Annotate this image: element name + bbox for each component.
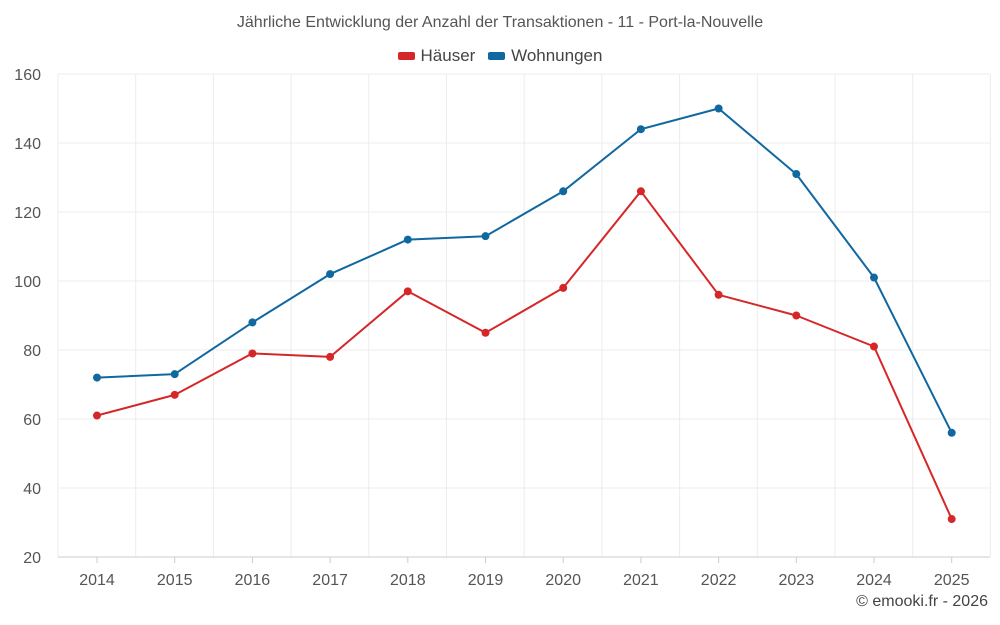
data-point-wohnungen-2023 bbox=[792, 170, 801, 179]
x-tick-label-2020: 2020 bbox=[545, 572, 581, 589]
y-tick-label-120: 120 bbox=[14, 205, 41, 222]
x-tick-label-2019: 2019 bbox=[468, 572, 504, 589]
x-tick-label-2015: 2015 bbox=[157, 572, 193, 589]
x-tick-label-2016: 2016 bbox=[235, 572, 271, 589]
data-point-haeuser-2021 bbox=[636, 187, 645, 196]
data-point-haeuser-2016 bbox=[248, 349, 257, 358]
y-tick-label-140: 140 bbox=[14, 136, 41, 153]
x-tick-label-2023: 2023 bbox=[779, 572, 815, 589]
data-point-wohnungen-2018 bbox=[403, 235, 412, 244]
y-tick-label-100: 100 bbox=[14, 274, 41, 291]
data-point-wohnungen-2025 bbox=[947, 428, 956, 437]
data-point-wohnungen-2014 bbox=[93, 373, 101, 382]
data-point-haeuser-2023 bbox=[792, 311, 801, 320]
x-tick-label-2021: 2021 bbox=[623, 572, 659, 589]
x-tick-label-2025: 2025 bbox=[934, 572, 970, 589]
data-point-wohnungen-2015 bbox=[170, 370, 179, 379]
legend-item-haeuser[interactable]: Häuser bbox=[397, 46, 476, 66]
data-point-wohnungen-2021 bbox=[636, 125, 645, 134]
data-point-haeuser-2024 bbox=[870, 342, 878, 351]
y-tick-label-20: 20 bbox=[23, 550, 41, 567]
legend-swatch-wohnungen bbox=[488, 52, 506, 60]
data-point-wohnungen-2017 bbox=[326, 270, 335, 279]
legend-swatch-haeuser bbox=[397, 52, 415, 60]
x-tick-label-2014: 2014 bbox=[79, 572, 115, 589]
chart-title: Jährliche Entwicklung der Anzahl der Tra… bbox=[236, 14, 764, 31]
y-tick-label-80: 80 bbox=[23, 343, 41, 360]
data-point-haeuser-2015 bbox=[170, 390, 179, 399]
copyright-credit: © emooki.fr - 2026 bbox=[856, 593, 988, 610]
legend-label-haeuser: Häuser bbox=[420, 46, 476, 65]
series-line-wohnungen bbox=[96, 107, 953, 434]
data-point-haeuser-2017 bbox=[326, 352, 335, 361]
data-point-wohnungen-2024 bbox=[870, 273, 878, 282]
x-tick-label-2018: 2018 bbox=[390, 572, 426, 589]
y-tick-label-40: 40 bbox=[23, 481, 41, 498]
legend-item-wohnungen[interactable]: Wohnungen bbox=[488, 46, 602, 66]
x-tick-label-2017: 2017 bbox=[312, 572, 348, 589]
data-point-haeuser-2020 bbox=[559, 283, 568, 292]
data-point-haeuser-2018 bbox=[403, 287, 412, 296]
data-point-wohnungen-2020 bbox=[559, 187, 568, 196]
data-point-haeuser-2014 bbox=[93, 411, 101, 420]
y-tick-label-160: 160 bbox=[14, 67, 41, 84]
x-tick-label-2024: 2024 bbox=[856, 572, 892, 589]
series-line-haeuser bbox=[96, 190, 953, 520]
data-point-haeuser-2025 bbox=[947, 515, 956, 524]
data-point-haeuser-2019 bbox=[481, 328, 490, 337]
x-tick-label-2022: 2022 bbox=[701, 572, 737, 589]
y-tick-label-60: 60 bbox=[23, 412, 41, 429]
data-point-haeuser-2022 bbox=[714, 290, 723, 299]
data-point-wohnungen-2022 bbox=[714, 104, 723, 113]
data-point-wohnungen-2016 bbox=[248, 318, 257, 327]
legend-label-wohnungen: Wohnungen bbox=[511, 46, 603, 65]
legend: Häuser Wohnungen bbox=[0, 45, 1000, 66]
data-point-wohnungen-2019 bbox=[481, 232, 490, 241]
